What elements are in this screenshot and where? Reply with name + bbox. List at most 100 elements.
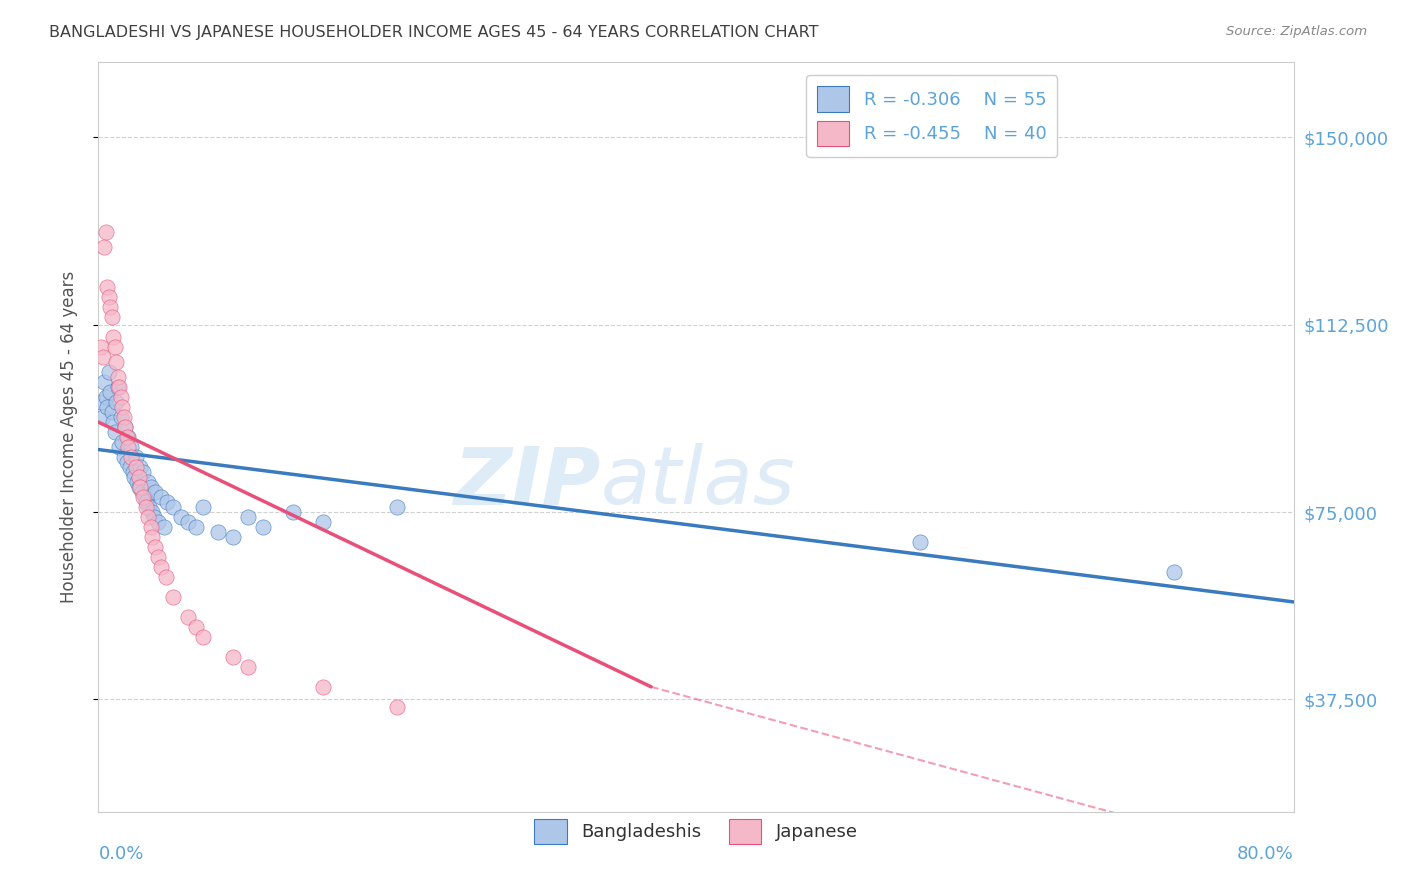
Point <box>127 475 149 489</box>
Point <box>162 590 184 604</box>
Point <box>128 470 150 484</box>
Point <box>281 505 304 519</box>
Point <box>908 535 931 549</box>
Point <box>184 520 207 534</box>
Point <box>120 440 142 454</box>
Point <box>98 385 122 400</box>
Point <box>162 500 184 514</box>
Point <box>135 495 157 509</box>
Point <box>385 699 409 714</box>
Point <box>236 510 259 524</box>
Point <box>107 370 129 384</box>
Point <box>94 390 117 404</box>
Point <box>129 480 152 494</box>
Point <box>125 450 148 464</box>
Point <box>155 570 177 584</box>
Point <box>111 435 134 450</box>
Point <box>139 520 162 534</box>
Point <box>207 524 229 539</box>
Point <box>114 420 136 434</box>
Point <box>110 410 132 425</box>
Point <box>129 460 152 475</box>
Point <box>169 510 191 524</box>
Point <box>252 520 274 534</box>
Text: 80.0%: 80.0% <box>1237 846 1294 863</box>
Point <box>112 410 135 425</box>
Point <box>105 395 128 409</box>
Point <box>104 340 127 354</box>
Point <box>184 620 207 634</box>
Point <box>93 240 115 254</box>
Point <box>135 500 157 514</box>
Point <box>132 490 155 504</box>
Point <box>97 365 120 379</box>
Point <box>90 340 112 354</box>
Point <box>236 660 259 674</box>
Point <box>177 610 200 624</box>
Point <box>141 505 163 519</box>
Point <box>115 430 138 444</box>
Point <box>191 630 214 644</box>
Point <box>93 375 115 389</box>
Y-axis label: Householder Income Ages 45 - 64 years: Householder Income Ages 45 - 64 years <box>59 271 77 603</box>
Point <box>128 480 150 494</box>
Point <box>101 405 124 419</box>
Point <box>107 380 129 394</box>
Point <box>156 495 179 509</box>
Point <box>101 310 124 325</box>
Text: Source: ZipAtlas.com: Source: ZipAtlas.com <box>1226 25 1367 38</box>
Point <box>97 290 120 304</box>
Point <box>112 450 135 464</box>
Point <box>96 280 118 294</box>
Point <box>124 470 146 484</box>
Point <box>98 300 122 314</box>
Point <box>150 560 173 574</box>
Point <box>142 510 165 524</box>
Point <box>108 440 131 454</box>
Point <box>153 520 176 534</box>
Point <box>111 400 134 414</box>
Point <box>143 540 166 554</box>
Point <box>1163 565 1185 579</box>
Point <box>90 395 112 409</box>
Point <box>121 465 143 479</box>
Point <box>222 530 245 544</box>
Point <box>148 549 170 564</box>
Legend: Bangladeshis, Japanese: Bangladeshis, Japanese <box>527 812 865 851</box>
Point <box>115 455 138 469</box>
Point <box>150 490 173 504</box>
Point <box>311 515 333 529</box>
Point <box>222 649 245 664</box>
Point <box>103 415 125 429</box>
Point <box>104 425 127 439</box>
Point <box>108 380 131 394</box>
Point <box>132 465 155 479</box>
Point <box>131 485 153 500</box>
Point <box>103 330 125 344</box>
Text: BANGLADESHI VS JAPANESE HOUSEHOLDER INCOME AGES 45 - 64 YEARS CORRELATION CHART: BANGLADESHI VS JAPANESE HOUSEHOLDER INCO… <box>49 25 818 40</box>
Point <box>148 515 170 529</box>
Point <box>191 500 214 514</box>
Point <box>125 460 148 475</box>
Point <box>105 355 128 369</box>
Point <box>138 500 160 514</box>
Point <box>143 485 166 500</box>
Point <box>385 500 409 514</box>
Point <box>94 225 117 239</box>
Point <box>110 390 132 404</box>
Point <box>136 510 159 524</box>
Point <box>139 480 162 494</box>
Point <box>134 490 156 504</box>
Point <box>141 530 163 544</box>
Point <box>311 680 333 694</box>
Point <box>177 515 200 529</box>
Text: 0.0%: 0.0% <box>98 846 143 863</box>
Point <box>114 420 136 434</box>
Point <box>91 350 114 364</box>
Point <box>136 475 159 489</box>
Point <box>118 460 141 475</box>
Point <box>96 400 118 414</box>
Text: ZIP: ZIP <box>453 443 600 521</box>
Point <box>117 440 139 454</box>
Point <box>117 430 139 444</box>
